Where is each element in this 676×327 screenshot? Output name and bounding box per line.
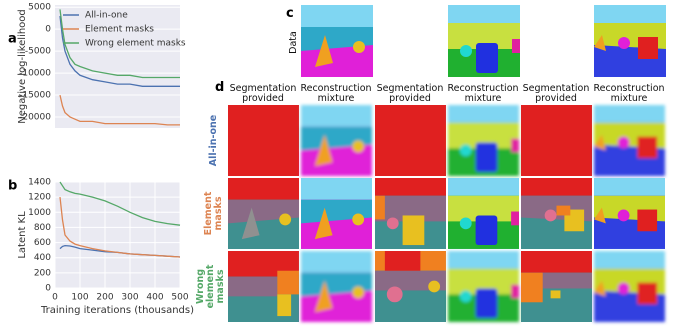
segmentation-image (228, 178, 299, 249)
x-tick-label: 200 (96, 293, 113, 303)
scene-image (301, 5, 373, 77)
x-tick-label: 500 (171, 293, 188, 303)
column-header: Reconstruction mixture (593, 83, 665, 104)
image-grid (228, 105, 665, 322)
plot-background (55, 5, 180, 128)
x-tick-label: 300 (121, 293, 138, 303)
y-tick-label: 400 (34, 253, 51, 263)
segmentation-image (375, 178, 446, 249)
y-tick-label: 1400 (28, 178, 51, 188)
column-header: Reconstruction mixture (300, 83, 372, 104)
y-axis-label: Negative log-likelihood (17, 9, 28, 124)
y-tick-label: 800 (34, 223, 51, 233)
panel-label: a (8, 32, 17, 47)
segmentation-image (521, 251, 592, 322)
data-row-label: Data (288, 31, 299, 54)
panel-label: b (8, 179, 17, 194)
row-label: Wrong element masks (195, 264, 226, 309)
plot-background (55, 182, 180, 288)
y-tick-label: 1000 (28, 208, 51, 218)
reconstruction-image (448, 251, 519, 322)
reconstruction-image (301, 251, 372, 322)
reconstruction-image (594, 178, 665, 249)
line (59, 197, 181, 258)
y-tick-label: -10000 (19, 69, 51, 79)
y-axis-label: Latent KL (17, 211, 28, 259)
line (59, 94, 180, 126)
y-tick-label: 5000 (28, 3, 51, 13)
y-tick-label: 0 (45, 284, 51, 294)
line (59, 9, 180, 79)
y-tick-label: -20000 (19, 113, 51, 123)
reconstruction-image (301, 178, 372, 249)
scene-image (594, 5, 666, 77)
reconstruction-image (301, 105, 372, 176)
column-header: Segmentation provided (376, 83, 444, 104)
segmentation-image (375, 251, 446, 322)
row-label: Element masks (203, 191, 224, 236)
reconstruction-image (594, 251, 665, 322)
y-tick-label: 200 (34, 268, 51, 278)
legend-label: All-in-one (85, 11, 128, 21)
segmentation-image (228, 105, 299, 176)
x-axis-label: Training iterations (thousands) (40, 305, 194, 316)
segmentation-image (228, 251, 299, 322)
reconstruction-image (594, 105, 665, 176)
x-tick-label: 0 (52, 293, 58, 303)
data-images (301, 5, 666, 77)
y-tick-label: 0 (45, 25, 51, 35)
reconstruction-image (448, 178, 519, 249)
line (59, 181, 181, 226)
legend-label: Element masks (85, 25, 154, 35)
y-tick-label: 600 (34, 238, 51, 248)
panel-label: d (215, 80, 225, 95)
column-header: Segmentation provided (522, 83, 590, 104)
reconstruction-image (448, 105, 519, 176)
segmentation-image (521, 178, 592, 249)
segmentation-image (375, 105, 446, 176)
x-tick-label: 400 (146, 293, 163, 303)
row-label: All-in-one (208, 114, 219, 167)
column-header: Reconstruction mixture (447, 83, 519, 104)
column-header: Segmentation provided (229, 83, 297, 104)
line (59, 15, 180, 87)
y-tick-label: -15000 (19, 91, 51, 101)
y-tick-label: -5000 (25, 47, 51, 57)
x-tick-label: 100 (71, 293, 88, 303)
panel-label: c (286, 6, 294, 21)
legend-label: Wrong element masks (85, 39, 186, 49)
scene-image (448, 5, 520, 77)
segmentation-image (521, 105, 592, 176)
y-tick-label: 1200 (28, 193, 51, 203)
